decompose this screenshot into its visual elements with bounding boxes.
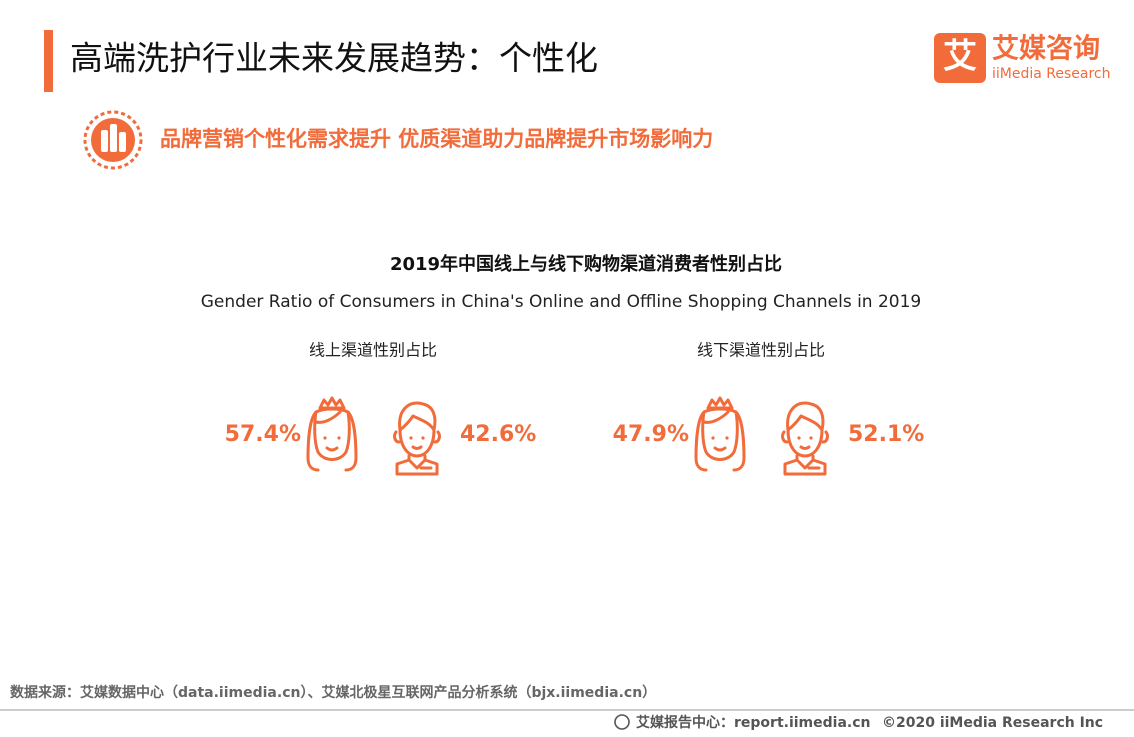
footer-copyright: ©2020 iiMedia Research Inc bbox=[882, 715, 1103, 731]
logo-name: 艾媒咨询 bbox=[992, 33, 1100, 65]
logo-badge bbox=[934, 33, 986, 83]
logo-mark: 艾 bbox=[943, 37, 977, 77]
globe-icon bbox=[614, 714, 630, 730]
source: 数据来源：艾媒数据中心（data.iimedia.cn）、艾媒北极星互联网产品分… bbox=[10, 684, 656, 701]
panel-label: 线上渠道性别占比 bbox=[309, 341, 437, 360]
male-share: 42.6% bbox=[460, 422, 536, 447]
subtitle-icon bbox=[83, 110, 143, 170]
male-icon bbox=[781, 401, 829, 476]
footer-site: 艾媒报告中心：report.iimedia.cn bbox=[636, 714, 871, 731]
male-icon bbox=[393, 401, 441, 476]
subtitle: 品牌营销个性化需求提升 优质渠道助力品牌提升市场影响力 bbox=[160, 127, 713, 151]
panel-label: 线下渠道性别占比 bbox=[697, 341, 825, 360]
male-share: 52.1% bbox=[848, 422, 924, 447]
female-icon bbox=[694, 396, 746, 472]
title-accent bbox=[44, 30, 53, 92]
female-share: 57.4% bbox=[225, 422, 301, 447]
figure-title-en: Gender Ratio of Consumers in China's Onl… bbox=[201, 292, 922, 312]
slide-title: 高端洗护行业未来发展趋势：个性化 bbox=[70, 39, 598, 78]
panels: 线上渠道性别占比 57.4% 42.6% 线下渠道性别占比 47.9% 52.1% bbox=[225, 341, 924, 476]
female-share: 47.9% bbox=[613, 422, 689, 447]
logo-name-en: iiMedia Research bbox=[992, 66, 1111, 82]
female-icon bbox=[306, 396, 358, 472]
figure-title: 2019年中国线上与线下购物渠道消费者性别占比 bbox=[390, 253, 782, 275]
